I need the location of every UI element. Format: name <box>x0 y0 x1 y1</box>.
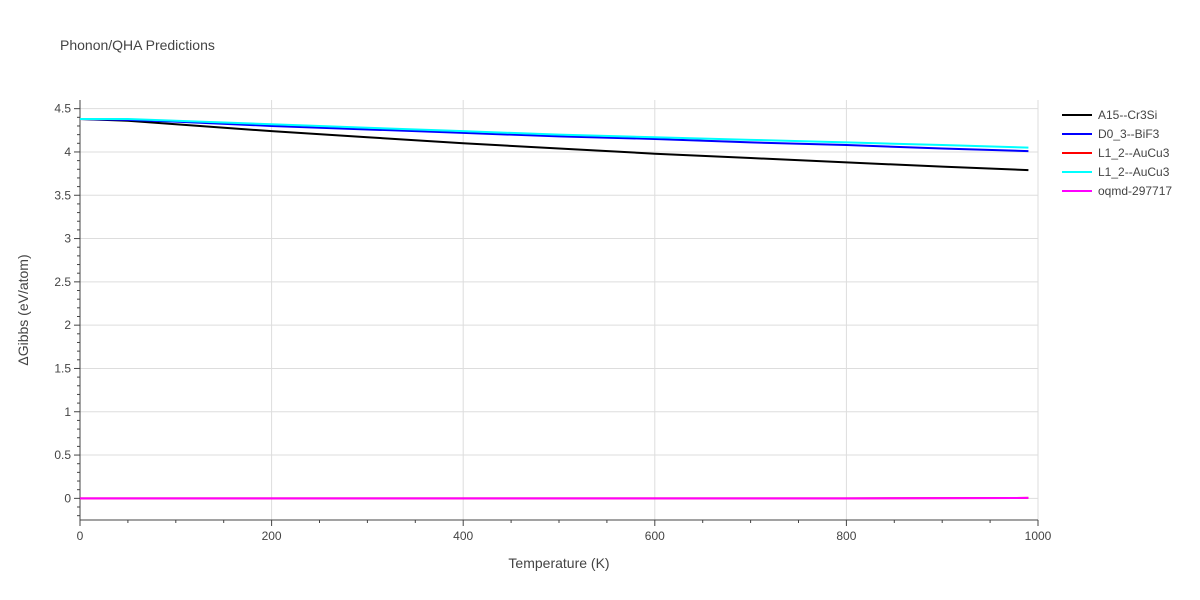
series-line-1 <box>79 118 1029 172</box>
legend-label: A15--Cr3Si <box>1098 108 1157 122</box>
series-line-4 <box>80 118 1029 149</box>
legend-item[interactable]: L1_2--AuCu3 <box>1062 165 1170 179</box>
y-axis-title: ΔGibbs (eV/atom) <box>15 254 31 365</box>
x-tick-label: 600 <box>645 529 665 543</box>
x-axis-title: Temperature (K) <box>508 555 609 571</box>
legend-item[interactable]: L1_2--AuCu3 <box>1062 146 1170 160</box>
chart-title: Phonon/QHA Predictions <box>60 37 215 53</box>
y-tick-label: 3 <box>64 232 71 246</box>
legend-item[interactable]: oqmd-297717 <box>1062 184 1172 198</box>
legend-label: oqmd-297717 <box>1098 184 1172 198</box>
legend-label: D0_3--BiF3 <box>1098 127 1160 141</box>
y-tick-label: 1 <box>64 405 71 419</box>
y-tick-label: 3.5 <box>54 188 71 202</box>
y-axis-ticks: 0 0.5 1 1.5 2 2.5 3 3.5 4 4.5 <box>54 102 80 517</box>
y-tick-label: 2.5 <box>54 275 71 289</box>
y-tick-label: 4 <box>64 145 71 159</box>
series-group <box>79 118 1029 500</box>
x-tick-label: 0 <box>77 529 84 543</box>
x-tick-label: 200 <box>262 529 282 543</box>
y-tick-label: 4.5 <box>54 102 71 116</box>
y-tick-label: 0.5 <box>54 448 71 462</box>
legend[interactable]: A15--Cr3Si D0_3--BiF3 L1_2--AuCu3 L1_2--AuC… <box>1062 108 1172 198</box>
axes <box>79 100 1038 521</box>
legend-item[interactable]: D0_3--BiF3 <box>1062 127 1160 141</box>
legend-label: L1_2--AuCu3 <box>1098 165 1170 179</box>
y-tick-label: 1.5 <box>54 361 71 375</box>
legend-item[interactable]: A15--Cr3Si <box>1062 108 1157 122</box>
x-tick-label: 800 <box>836 529 856 543</box>
legend-label: L1_2--AuCu3 <box>1098 146 1170 160</box>
y-tick-label: 0 <box>64 491 71 505</box>
y-tick-label: 2 <box>64 318 71 332</box>
x-tick-label: 1000 <box>1025 529 1052 543</box>
grid <box>80 100 1039 520</box>
x-tick-label: 400 <box>453 529 473 543</box>
x-axis-ticks: 0 200 400 600 800 1000 <box>77 520 1052 543</box>
